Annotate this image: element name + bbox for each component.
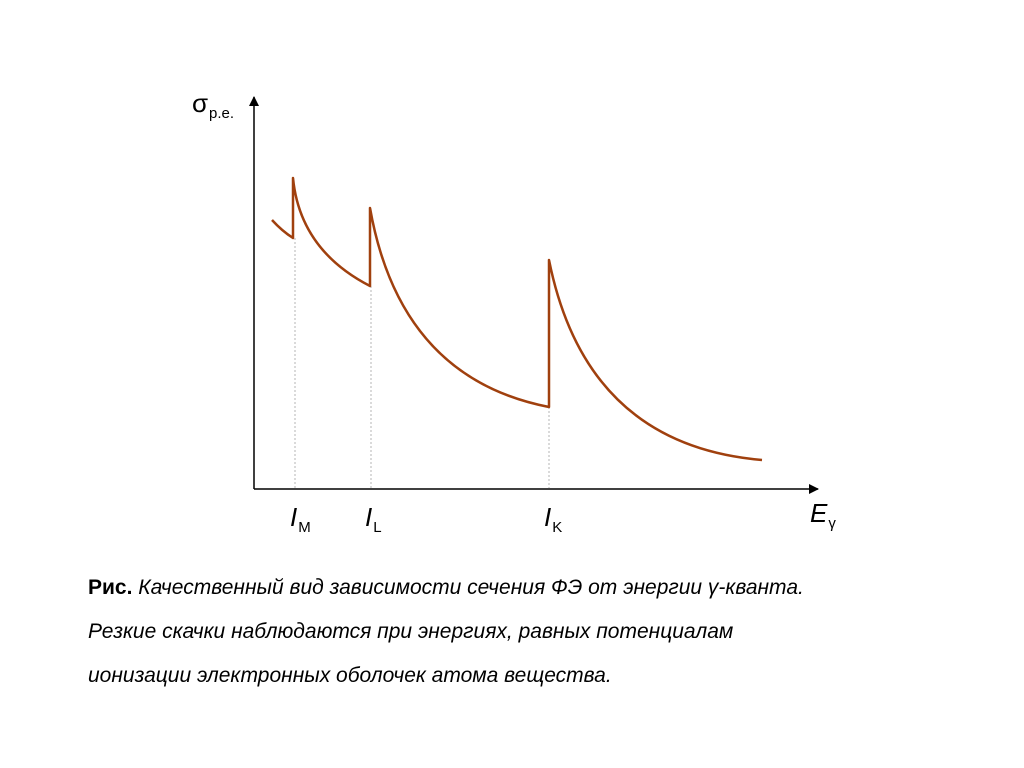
x-axis-label: Eγ	[810, 498, 836, 532]
caption-line-3: ионизации электронных оболочек атома вещ…	[88, 664, 612, 687]
edge-k-symbol: I	[544, 502, 552, 532]
edge-label-m: IM	[290, 502, 311, 536]
y-axis-subscript: p.e.	[209, 105, 235, 122]
y-axis-symbol: σ	[192, 88, 209, 118]
caption-line-2: Резкие скачки наблюдаются при энергиях, …	[88, 620, 734, 643]
x-axis-symbol: E	[810, 498, 828, 528]
caption-prefix: Рис.	[88, 576, 133, 599]
edge-k-subscript: K	[552, 519, 563, 536]
x-axis-subscript: γ	[828, 515, 836, 532]
edge-m-subscript: M	[298, 519, 311, 536]
cross-section-curve	[271, 176, 763, 462]
cross-section-diagram	[249, 96, 819, 494]
y-axis-label: σp.e.	[192, 88, 235, 122]
caption-line-1-text: Качественный вид зависимости сечения ФЭ …	[138, 576, 804, 599]
edge-m-symbol: I	[290, 502, 298, 532]
figure-caption: Рис. Качественный вид зависимости сечени…	[88, 566, 1008, 698]
edge-label-l: IL	[365, 502, 382, 536]
edge-label-k: IK	[544, 502, 563, 536]
edge-l-subscript: L	[373, 519, 382, 536]
caption-line-1: Рис. Качественный вид зависимости сечени…	[88, 566, 1008, 610]
edge-l-symbol: I	[365, 502, 373, 532]
